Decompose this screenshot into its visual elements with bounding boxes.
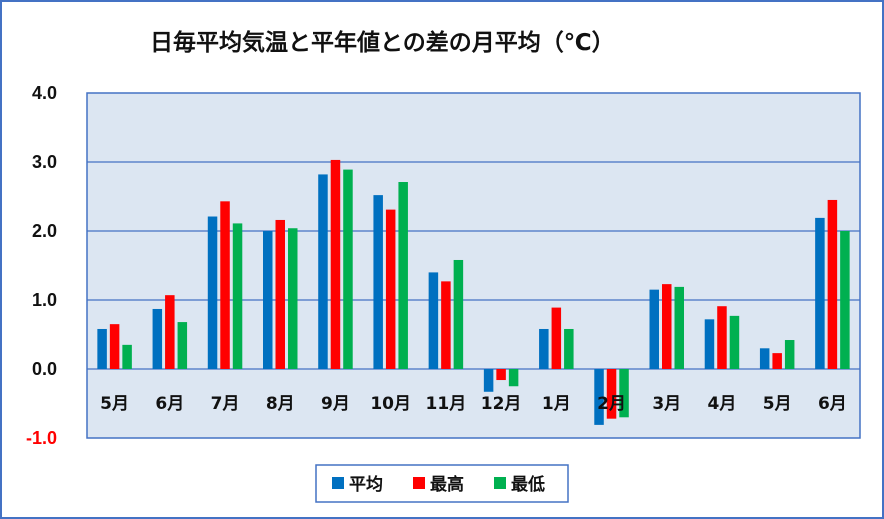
legend: 平均 最高 最低 [315,464,569,503]
bar-最高 [772,353,782,369]
bar-平均 [428,272,439,369]
x-tick-label: 5月 [763,394,792,414]
bar-平均 [373,195,383,369]
bar-平均 [207,216,218,369]
x-tick-label: 7月 [211,394,240,414]
bar-最低 [840,231,850,369]
bar-最低 [784,340,795,369]
bar-最低 [564,328,574,369]
y-tick-label: -1.0 [26,428,57,448]
bar-最高 [109,324,120,369]
x-tick-label: 4月 [708,394,737,414]
bar-最低 [729,315,740,369]
bar-平均 [318,174,328,369]
legend-swatch [332,477,344,489]
y-tick-label: 3.0 [32,152,57,172]
y-tick-label: 4.0 [32,83,57,103]
bar-平均 [704,319,715,369]
bar-平均 [263,231,273,369]
bar-最低 [674,286,684,369]
x-tick-label: 2月 [597,394,626,414]
legend-label: 最低 [511,474,545,495]
y-tick-label: 1.0 [32,290,57,310]
bar-最高 [275,219,285,369]
bar-最低 [232,223,243,369]
bar-平均 [152,308,163,369]
bar-平均 [539,328,549,369]
y-tick-label: 0.0 [32,359,57,379]
legend-label: 最高 [430,474,464,495]
bar-最低 [177,322,188,369]
x-axis-ticks: 5月 6月 7月 8月 9月 10月 11月 12月 1月 2月 3月 4月 5月 6月 [100,394,847,414]
x-tick-label: 1月 [542,394,571,414]
x-tick-label: 9月 [321,394,350,414]
bar-最低 [398,182,408,369]
y-tick-label: 2.0 [32,221,57,241]
bar-最高 [385,209,396,369]
bar-最低 [343,169,353,369]
bar-最高 [496,369,506,381]
bar-最高 [220,201,230,369]
x-tick-label: 10月 [370,394,411,414]
bar-最低 [508,369,519,387]
x-tick-label: 6月 [155,394,184,414]
x-tick-label: 6月 [818,394,847,414]
bar-最低 [619,369,629,418]
bar-平均 [483,369,494,392]
x-tick-label: 12月 [481,394,522,414]
bar-平均 [759,348,770,369]
plot-area [86,92,861,439]
bar-最高 [330,159,341,369]
bar-最高 [441,281,451,369]
legend-box [315,464,569,503]
legend-label: 平均 [349,474,383,495]
bars [97,159,850,425]
bar-平均 [594,369,604,425]
legend-swatch [494,477,506,489]
bar-平均 [649,289,659,369]
bar-最高 [606,369,617,419]
y-axis-ticks: 4.0 3.0 2.0 1.0 0.0 -1.0 [26,83,57,448]
chart-title: 日毎平均気温と平年値との差の月平均（℃） [150,29,615,56]
legend-swatch [413,477,425,489]
bar-最高 [717,306,727,369]
x-tick-label: 5月 [100,394,129,414]
bar-最低 [288,228,298,369]
bar-最低 [453,259,464,369]
x-tick-label: 11月 [426,394,467,414]
bar-最高 [165,295,175,369]
bar-最高 [662,284,672,369]
bar-平均 [97,328,107,369]
bar-最高 [551,307,562,369]
x-tick-label: 8月 [266,394,295,414]
x-tick-label: 3月 [652,394,681,414]
bar-最高 [827,199,838,369]
bar-最低 [122,344,132,369]
bar-平均 [815,217,825,369]
